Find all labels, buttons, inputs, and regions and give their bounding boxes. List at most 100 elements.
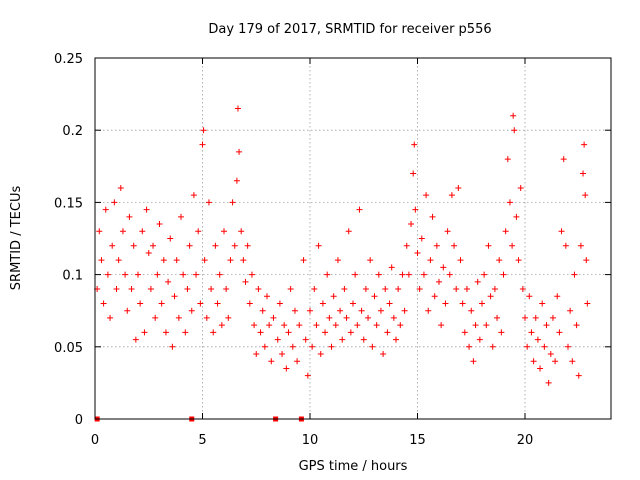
data-point xyxy=(414,249,421,256)
data-point xyxy=(289,343,296,350)
data-point xyxy=(233,177,240,184)
data-point xyxy=(208,286,215,293)
data-point xyxy=(487,293,494,300)
data-point xyxy=(227,257,234,264)
data-point xyxy=(102,206,109,213)
data-point xyxy=(403,242,410,249)
data-point xyxy=(530,358,537,365)
data-point xyxy=(581,141,588,148)
data-point xyxy=(356,206,363,213)
data-point xyxy=(234,105,241,112)
data-point xyxy=(109,242,116,249)
data-point xyxy=(375,271,382,278)
data-point xyxy=(296,322,303,329)
data-point xyxy=(326,314,333,321)
data-point xyxy=(294,358,301,365)
data-point xyxy=(584,300,591,307)
data-point xyxy=(229,199,236,206)
data-point xyxy=(264,293,270,300)
data-point xyxy=(319,300,326,307)
data-point xyxy=(466,343,473,350)
data-point xyxy=(577,242,584,249)
data-point xyxy=(455,184,462,191)
data-point xyxy=(221,228,227,235)
data-point xyxy=(132,336,139,343)
data-point xyxy=(255,286,262,293)
chart-title: Day 179 of 2017, SRMTID for receiver p55… xyxy=(208,22,491,37)
data-point xyxy=(186,242,193,249)
x-tick-label: 20 xyxy=(517,433,534,448)
data-point xyxy=(420,271,427,278)
data-point xyxy=(554,293,561,300)
data-point xyxy=(276,300,283,307)
data-point xyxy=(287,286,294,293)
data-point xyxy=(489,343,496,350)
data-point xyxy=(193,271,200,278)
data-point xyxy=(463,286,470,293)
data-point xyxy=(100,300,107,307)
data-point xyxy=(354,322,361,329)
data-point xyxy=(481,271,488,278)
data-point xyxy=(453,286,460,293)
data-point xyxy=(330,293,337,300)
plot-frame xyxy=(94,57,612,420)
data-point xyxy=(339,336,346,343)
data-point xyxy=(169,343,176,350)
data-point xyxy=(152,314,159,321)
data-point xyxy=(248,271,255,278)
data-point xyxy=(384,329,391,336)
data-point xyxy=(304,372,311,379)
data-point xyxy=(154,271,161,278)
data-point xyxy=(246,300,253,307)
data-point xyxy=(279,351,286,358)
data-point xyxy=(360,336,367,343)
data-point xyxy=(180,271,187,278)
data-point xyxy=(438,322,445,329)
data-point xyxy=(519,286,526,293)
data-point xyxy=(117,184,124,191)
data-point xyxy=(498,329,505,336)
data-point xyxy=(143,206,150,213)
data-point xyxy=(137,300,144,307)
data-point xyxy=(124,307,131,314)
data-point xyxy=(119,228,126,235)
data-point xyxy=(343,314,350,321)
data-point xyxy=(405,271,412,278)
data-point xyxy=(205,199,212,206)
data-point xyxy=(302,336,309,343)
data-point xyxy=(459,300,466,307)
data-point xyxy=(358,307,365,314)
data-point xyxy=(350,300,356,307)
data-point xyxy=(583,257,590,264)
data-point xyxy=(411,141,418,148)
data-point xyxy=(367,257,374,264)
data-point xyxy=(332,322,339,329)
data-point xyxy=(167,235,174,242)
data-point xyxy=(115,257,122,264)
data-point xyxy=(175,314,182,321)
data-point xyxy=(534,336,541,343)
data-point xyxy=(382,286,389,293)
data-point xyxy=(377,307,384,314)
data-point xyxy=(341,286,348,293)
data-point xyxy=(474,278,481,285)
data-point xyxy=(253,351,260,358)
data-point xyxy=(324,271,331,278)
data-point xyxy=(401,307,408,314)
data-point xyxy=(240,257,247,264)
data-point xyxy=(569,358,576,365)
y-tick-labels: 0 0.05 0.1 0.15 0.2 0.25 xyxy=(54,52,83,428)
data-point xyxy=(461,329,468,336)
data-point xyxy=(556,329,563,336)
data-point xyxy=(190,192,197,199)
data-point xyxy=(285,329,292,336)
data-point xyxy=(139,228,146,235)
data-point xyxy=(567,307,574,314)
data-point xyxy=(96,228,103,235)
data-point xyxy=(418,235,425,242)
data-point xyxy=(291,307,298,314)
data-point xyxy=(444,228,451,235)
data-point xyxy=(395,286,402,293)
data-point xyxy=(522,314,528,321)
data-point xyxy=(580,170,587,177)
